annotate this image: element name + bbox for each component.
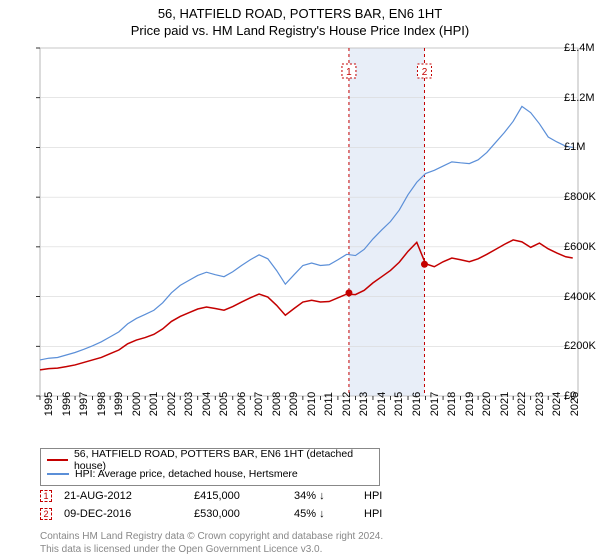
sale-hpi-label: HPI [364, 508, 382, 520]
x-tick-label: 2019 [464, 392, 476, 416]
x-tick-label: 2000 [131, 392, 143, 416]
x-tick-label: 2002 [166, 392, 178, 416]
x-tick-label: 2025 [569, 392, 581, 416]
x-tick-label: 1997 [78, 392, 90, 416]
legend-swatch [47, 459, 68, 461]
legend-label: HPI: Average price, detached house, Hert… [75, 468, 298, 480]
svg-text:1: 1 [346, 67, 352, 78]
x-tick-label: 2008 [271, 392, 283, 416]
x-tick-label: 2015 [393, 392, 405, 416]
x-tick-label: 1999 [113, 392, 125, 416]
x-tick-label: 2007 [253, 392, 265, 416]
sale-row: 1 21-AUG-2012£415,00034% ↓HPI [40, 490, 382, 502]
sale-date: 21-AUG-2012 [64, 490, 194, 502]
x-tick-label: 2021 [499, 392, 511, 416]
x-tick-label: 1996 [61, 392, 73, 416]
x-tick-label: 2009 [288, 392, 300, 416]
sale-marker: 1 [40, 490, 52, 502]
y-tick-label: £800K [564, 191, 598, 203]
x-tick-label: 2014 [376, 392, 388, 416]
y-tick-label: £1M [564, 141, 598, 153]
x-tick-label: 2022 [516, 392, 528, 416]
sale-price: £415,000 [194, 490, 294, 502]
x-tick-label: 2017 [429, 392, 441, 416]
svg-text:2: 2 [422, 67, 428, 78]
x-tick-label: 2013 [358, 392, 370, 416]
chart-legend: 56, HATFIELD ROAD, POTTERS BAR, EN6 1HT … [40, 448, 380, 486]
x-tick-label: 2024 [551, 392, 563, 416]
legend-swatch [47, 473, 69, 475]
y-tick-label: £400K [564, 291, 598, 303]
sale-row: 2 09-DEC-2016£530,00045% ↓HPI [40, 508, 382, 520]
x-tick-label: 2001 [148, 392, 160, 416]
x-tick-label: 1995 [43, 392, 55, 416]
price-chart: 12£0£200K£400K£600K£800K£1M£1.2M£1.4M199… [0, 0, 600, 446]
footer-attribution: Contains HM Land Registry data © Crown c… [40, 530, 383, 556]
sale-pct: 34% ↓ [294, 490, 364, 502]
x-tick-label: 1998 [96, 392, 108, 416]
y-tick-label: £200K [564, 340, 598, 352]
x-tick-label: 2016 [411, 392, 423, 416]
x-tick-label: 2011 [323, 392, 335, 416]
sale-marker: 2 [40, 508, 52, 520]
footer-line-1: Contains HM Land Registry data © Crown c… [40, 530, 383, 543]
x-tick-label: 2023 [534, 392, 546, 416]
x-tick-label: 2004 [201, 392, 213, 416]
legend-row: 56, HATFIELD ROAD, POTTERS BAR, EN6 1HT … [47, 453, 373, 467]
x-tick-label: 2005 [218, 392, 230, 416]
x-tick-label: 2006 [236, 392, 248, 416]
x-tick-label: 2012 [341, 392, 353, 416]
y-tick-label: £1.2M [564, 92, 598, 104]
x-tick-label: 2018 [446, 392, 458, 416]
x-tick-label: 2020 [481, 392, 493, 416]
footer-line-2: This data is licensed under the Open Gov… [40, 543, 383, 556]
sale-price: £530,000 [194, 508, 294, 520]
y-tick-label: £1.4M [564, 42, 598, 54]
sale-hpi-label: HPI [364, 490, 382, 502]
sale-pct: 45% ↓ [294, 508, 364, 520]
x-tick-label: 2010 [306, 392, 318, 416]
x-tick-label: 2003 [183, 392, 195, 416]
sale-date: 09-DEC-2016 [64, 508, 194, 520]
y-tick-label: £600K [564, 241, 598, 253]
